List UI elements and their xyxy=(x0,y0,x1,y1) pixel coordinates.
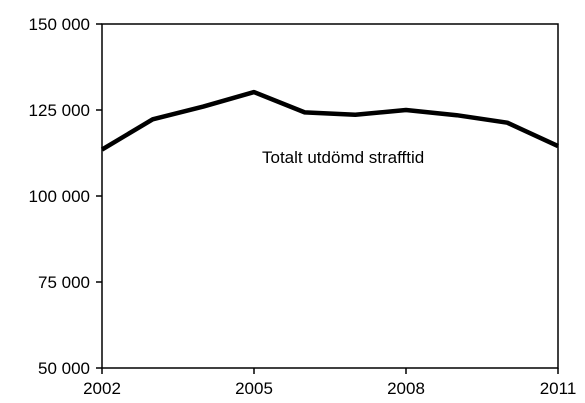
x-tick-label: 2002 xyxy=(83,379,121,398)
y-tick-label: 50 000 xyxy=(38,359,90,378)
x-axis-ticks: 2002 2005 2008 2011 xyxy=(83,368,576,398)
y-tick-label: 100 000 xyxy=(29,187,90,206)
series-line xyxy=(100,89,559,152)
series-annotation: Totalt utdömd strafftid xyxy=(262,148,424,167)
plot-frame xyxy=(101,23,559,369)
x-tick-label: 2011 xyxy=(540,379,577,398)
series-group xyxy=(100,89,559,152)
y-tick-label: 150 000 xyxy=(29,15,90,34)
y-tick-label: 125 000 xyxy=(29,101,90,120)
y-axis-ticks: 50 000 75 000 100 000 125 000 150 000 xyxy=(29,15,102,378)
x-tick-label: 2005 xyxy=(235,379,273,398)
x-tick-label: 2008 xyxy=(387,379,425,398)
y-tick-label: 75 000 xyxy=(38,273,90,292)
